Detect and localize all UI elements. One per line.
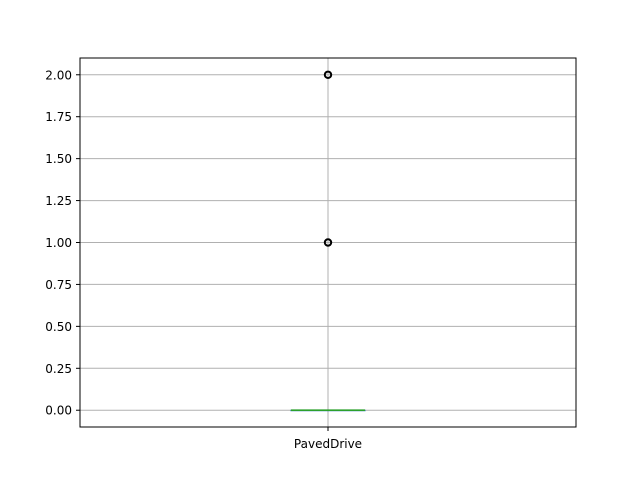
y-tick-label: 1.75 [45, 110, 72, 124]
y-tick-label: 1.00 [45, 236, 72, 250]
y-tick-label: 0.50 [45, 320, 72, 334]
x-tick-label: PavedDrive [294, 437, 362, 451]
y-tick-label: 0.25 [45, 362, 72, 376]
y-tick-label: 0.00 [45, 404, 72, 418]
y-tick-label: 1.25 [45, 194, 72, 208]
outlier-point [323, 70, 333, 79]
y-tick-label: 1.50 [45, 152, 72, 166]
y-tick-label: 2.00 [45, 68, 72, 82]
outlier-point [323, 238, 333, 247]
axis-ticks: 0.00 0.25 0.50 0.75 1.00 1.25 1.50 1.75 2.00 Pave… [45, 68, 362, 451]
grid-lines [80, 58, 576, 427]
y-tick-label: 0.75 [45, 278, 72, 292]
box-marks [290, 70, 366, 412]
